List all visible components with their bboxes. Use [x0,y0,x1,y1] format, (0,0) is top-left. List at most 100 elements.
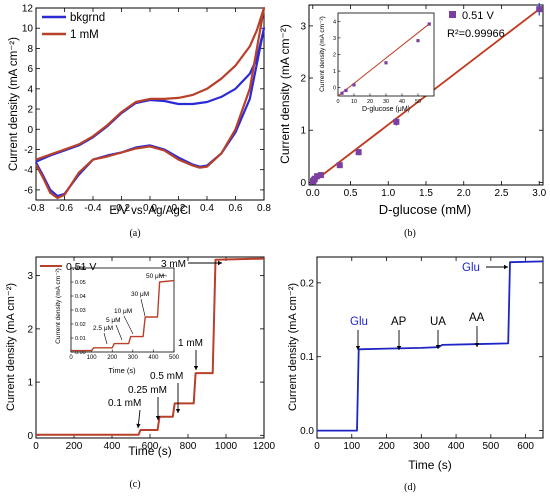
panel-d-frame [316,256,544,439]
x-tick-label: 100 [343,441,360,452]
inset-y-tick-label: 4 [333,19,336,25]
x-tick-label: 0.6 [229,203,243,214]
legend-swatch-0-51v-b [449,11,456,18]
inset-x-tick-label: 500 [169,355,180,361]
x-tick-label: -0.6 [56,203,74,214]
y-tick-label: 2 [27,105,33,116]
y-axis-label-c: Current density (mA cm⁻²) [5,283,17,411]
inset-y-tick-label: 0 [333,86,336,92]
y-axis-label-d: Current density (mA cm⁻²) [287,283,299,411]
legend-label-bkgrnd: bkgrnd [70,12,105,24]
arrow-head [175,409,181,413]
y-tick-label: 6 [27,64,33,75]
y-tick-label: 3 [300,21,306,32]
y-tick-label: 2 [300,74,306,85]
inset-annotation-arrow [158,274,168,277]
inset-y-label-c: Current density (mA cm⁻²) [55,268,62,344]
legend-label-1mm: 1 mM [70,29,99,41]
x-tick-label: 1.5 [419,188,433,199]
inset-y-tick-label: 3 [333,36,336,42]
y-tick-label: 4 [27,84,33,95]
inset-annotation: 30 μM [131,291,149,298]
y-tick-label: 1 [27,378,33,389]
x-tick-label: 1.0 [381,188,395,199]
x-tick-label: 1000 [215,441,238,452]
inset-y-tick-label: 0.01 [75,336,86,342]
annotation-d: UA [430,316,446,328]
panel-c-annotations: 0.1 mM 0.25 mM 0.5 mM 1 mM 3 mM [108,259,222,429]
arrow-head [435,345,441,349]
inset-x-tick-label: 300 [128,355,139,361]
arrow-head [193,366,199,370]
legend-label-0-51v-b: 0.51 V [462,10,494,22]
arrow-head [355,346,361,350]
inset-data-point [416,39,420,43]
legend-label-0-51v-c: 0.51 V [66,261,96,273]
y-tick-label: -2 [24,145,33,156]
y-tick-label: 0.1 [300,352,314,363]
inset-annotation-arrow [103,332,108,345]
annotation-c: 1 mM [178,338,203,349]
panel-b-ticks: 0.0 0.5 1.0 1.5 2.0 2.5 3.0 0 1 2 3 [300,5,547,199]
inset-data-point [352,83,356,87]
annotation-c: 0.5 mM [150,371,183,382]
arrow-head [136,423,141,428]
x-tick-label: 600 [517,441,534,452]
inset-annotation-arrow [115,324,123,341]
inset-x-tick-label: 100 [87,355,98,361]
series-line-1mm [35,6,266,200]
panel-b-inset: 0 10 20 30 40 50 0 1 2 3 4 [333,19,432,105]
y-tick-label: 0 [27,125,33,136]
panel-c-inset: 0 100 200 300 400 500 0.00 0.01 0.02 0.03 0.04 0.05… [69,266,179,361]
y-tick-label: 10 [22,24,34,35]
inset-y-tick-label: 2 [333,53,336,59]
x-tick-label: 0.5 [344,188,358,199]
x-tick-label: -0.8 [27,203,45,214]
y-tick-label: 12 [22,4,34,15]
arrow-head [396,346,402,350]
arrow-head [155,416,161,420]
x-tick-label: 200 [378,441,395,452]
data-point [314,173,321,180]
panel-d-label: (d) [404,482,416,493]
data-point [317,172,324,179]
inset-data-point [384,61,388,65]
inset-x-label-c: Time (s) [108,366,136,375]
x-tick-label: 0.4 [200,203,214,214]
r-squared-label: R²=0.99966 [447,28,505,40]
y-tick-label: -4 [24,165,33,176]
annotation-c: 3 mM [161,259,186,270]
inset-x-tick-label: 200 [107,355,118,361]
y-tick-label: 3 [27,271,33,282]
y-tick-label: 0 [27,431,33,442]
x-tick-label: 0 [33,441,39,452]
inset-x-tick-label: 400 [148,355,159,361]
annotation-c: 0.25 mM [128,385,167,396]
x-tick-label: 1200 [253,441,276,452]
x-tick-label: 300 [413,441,430,452]
inset-annotation: 2.5 μM [93,325,113,332]
inset-y-tick-label: 0.00 [75,350,86,356]
panel-c-label: (c) [129,479,140,490]
y-tick-label: 2 [27,324,33,335]
x-tick-label: 0.0 [143,203,157,214]
x-tick-label: 600 [142,441,159,452]
y-tick-label: 0.0 [300,426,314,437]
x-tick-label: 2.0 [457,188,471,199]
x-axis-label-b: D-glucose (mM) [379,202,471,217]
panel-a-label: (a) [129,228,140,239]
x-tick-label: 0.0 [306,188,320,199]
panel-b-label: (b) [404,228,416,239]
panel-d-annotations: Glu AP UA AA Glu [350,262,508,350]
x-axis-label-d: Time (s) [408,458,452,472]
inset-x-tick-label: 0 [336,99,339,105]
panel-d-ticks: 0 100 200 300 400 500 600 0.0 0.1 0.2 [300,257,543,452]
inset-y-tick-label: 1 [333,69,336,75]
y-tick-label: 0 [300,178,306,189]
x-tick-label: 400 [448,441,465,452]
x-tick-label: 400 [104,441,121,452]
x-axis-label-c: Time (s) [128,444,172,458]
